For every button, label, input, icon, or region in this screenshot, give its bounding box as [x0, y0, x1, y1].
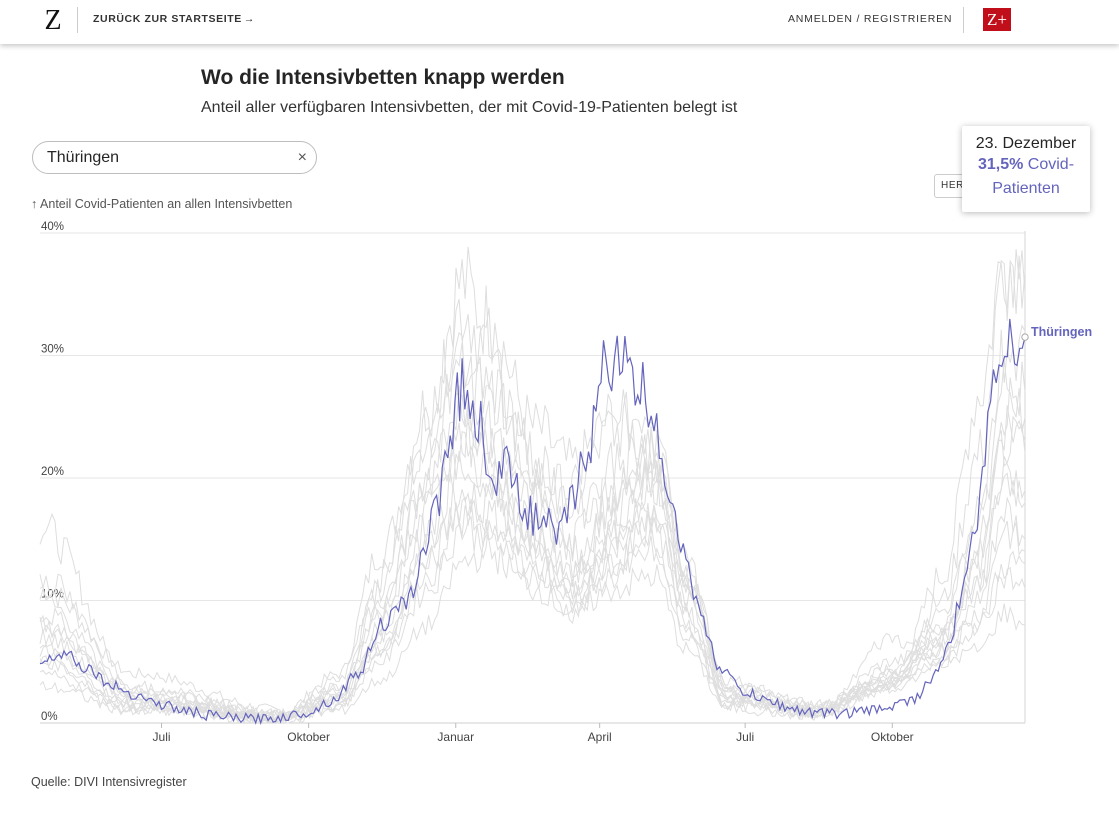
y-tick-label-40: 40% [41, 221, 64, 233]
y-tick-label-30: 30% [41, 344, 64, 356]
y-tick-label-20: 20% [41, 466, 64, 478]
background-series-line-2 [39, 361, 1026, 721]
region-search-input[interactable] [47, 148, 282, 168]
back-to-homepage-label: ZURÜCK ZUR STARTSEITE [93, 13, 242, 25]
background-series-lines [39, 246, 1026, 725]
tooltip-value-label-1: Covid- [1027, 156, 1075, 173]
header-divider-right [963, 7, 964, 33]
arrow-right-icon: → [243, 13, 256, 25]
tooltip-value-number: 31,5% [977, 156, 1024, 173]
chart-title: Wo die Intensivbetten knapp werden [201, 66, 565, 89]
x-axis-ticks: Juli Oktober Januar April Juli Oktober [153, 723, 914, 744]
y-axis-title: ↑ Anteil Covid-Patienten an allen Intens… [31, 197, 292, 211]
tooltip-value-label-2: Patienten [992, 180, 1060, 197]
x-tick-label-1: Oktober [287, 730, 330, 744]
region-search-box: × [32, 141, 317, 174]
background-series-line-13 [39, 385, 1026, 723]
y-axis-ticks: 0%10%20%30%40% [41, 221, 64, 723]
x-tick-label-3: April [588, 730, 612, 744]
background-series-line-7 [39, 415, 1026, 724]
tooltip-value: 31,5% Covid- Patienten [962, 153, 1090, 201]
back-to-homepage-link[interactable]: ZURÜCK ZUR STARTSEITE → [93, 13, 255, 25]
grid-lines [40, 231, 1026, 724]
zplus-logo[interactable]: Z+ [983, 8, 1011, 31]
value-tooltip: 23. Dezember 31,5% Covid- Patienten [962, 126, 1090, 212]
x-tick-label-4: Juli [736, 730, 754, 744]
clear-search-icon[interactable]: × [297, 149, 307, 166]
background-series-line-9 [39, 324, 1026, 723]
x-tick-label-2: Januar [437, 730, 474, 744]
chart-subtitle: Anteil aller verfügbaren Intensivbetten,… [201, 99, 738, 116]
x-tick-label-5: Oktober [871, 730, 914, 744]
header-divider [77, 7, 78, 33]
background-series-line-11 [39, 331, 1026, 722]
y-tick-label-0: 0% [41, 711, 58, 723]
highlight-series-label: Thüringen [1031, 325, 1092, 339]
x-tick-label-0: Juli [153, 730, 171, 744]
zeit-logo[interactable]: Z [44, 5, 62, 36]
highlight-series[interactable]: Thüringen [39, 318, 1092, 726]
top-navigation-bar: Z ZURÜCK ZUR STARTSEITE → ANMELDEN / REGI… [0, 0, 1119, 44]
data-source: Quelle: DIVI Intensivregister [31, 775, 187, 789]
background-series-line-12 [39, 496, 1026, 724]
highlight-series-line [39, 318, 1026, 726]
login-register-link[interactable]: ANMELDEN / REGISTRIEREN [788, 13, 953, 25]
background-series-line-1 [39, 249, 1026, 720]
icu-occupancy-line-chart[interactable]: ↑ Anteil Covid-Patienten an allen Intens… [0, 190, 1119, 760]
tooltip-date: 23. Dezember [975, 135, 1077, 152]
highlight-endpoint-marker [1021, 333, 1029, 341]
